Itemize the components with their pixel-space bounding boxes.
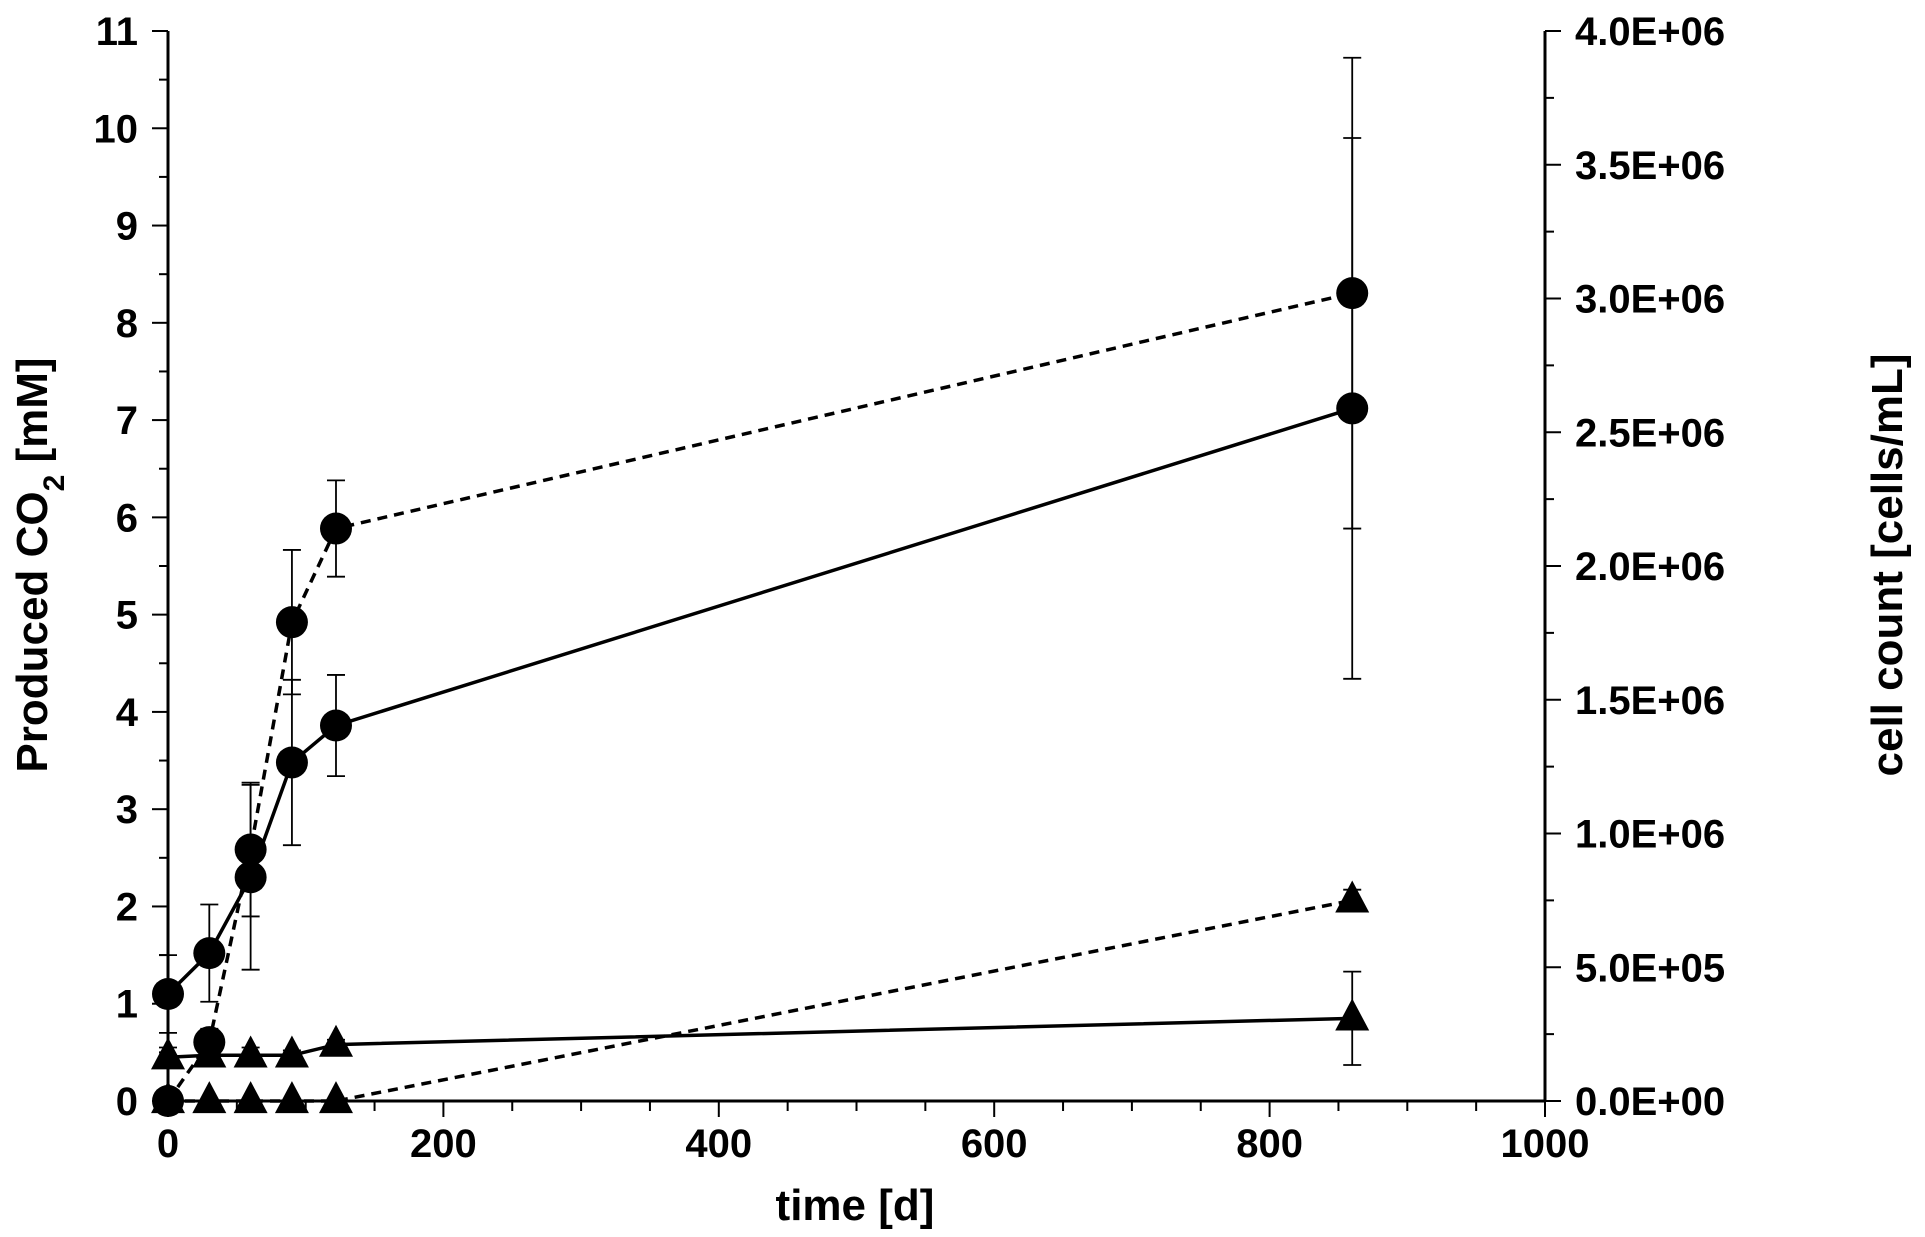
y-left-tick-label: 5 xyxy=(116,594,138,638)
data-point-triangle xyxy=(151,1081,185,1114)
x-tick-label: 800 xyxy=(1236,1122,1303,1166)
y-left-tick-label: 10 xyxy=(94,107,139,151)
y-axis-left-title-main: Produced CO xyxy=(8,491,57,772)
data-point-triangle xyxy=(1335,880,1370,913)
y-left-tick-label: 6 xyxy=(116,496,138,540)
data-point-triangle xyxy=(318,1081,353,1114)
data-point-circle xyxy=(152,978,184,1010)
series-0 xyxy=(152,137,1369,1034)
y-right-tick-label: 1.5E+06 xyxy=(1575,679,1725,723)
data-point-triangle xyxy=(151,1037,185,1070)
y-right-tick-label: 2.0E+06 xyxy=(1575,545,1725,589)
y-left-tick-label: 3 xyxy=(116,788,138,832)
y-axis-left-title-sub: 2 xyxy=(38,475,71,492)
y-axis-left-title: Produced CO2 [mM] xyxy=(8,357,71,772)
data-point-triangle xyxy=(274,1081,309,1114)
x-axis-title: time [d] xyxy=(776,1181,935,1230)
data-point-circle xyxy=(275,746,308,779)
data-point-triangle xyxy=(233,1035,268,1068)
y-left-tick-label: 0 xyxy=(116,1080,138,1124)
data-point-circle xyxy=(234,833,267,866)
y-left-tick-label: 1 xyxy=(116,983,138,1027)
data-point-triangle xyxy=(192,1035,227,1068)
series-line xyxy=(166,406,1353,996)
y-left-tick-label: 2 xyxy=(116,885,138,929)
series-2 xyxy=(151,970,1370,1070)
y-right-tick-label: 3.0E+06 xyxy=(1575,278,1725,322)
series-line xyxy=(168,898,1353,1103)
y-left-tick-label: 9 xyxy=(116,205,138,249)
data-point-circle xyxy=(1336,277,1369,310)
data-point-circle xyxy=(319,512,352,545)
series-layer xyxy=(151,56,1370,1117)
y-left-tick-label: 7 xyxy=(116,399,138,443)
series-3 xyxy=(151,880,1370,1114)
data-point-triangle xyxy=(274,1035,309,1068)
x-tick-label: 0 xyxy=(157,1122,179,1166)
y-axis-right-title: cell count [cells/mL] xyxy=(1863,354,1912,777)
y-left-tick-label: 11 xyxy=(96,10,138,54)
y-right-tick-label: 1.0E+06 xyxy=(1575,813,1725,857)
y-right-tick-label: 4.0E+06 xyxy=(1575,10,1725,54)
x-tick-label: 400 xyxy=(685,1122,752,1166)
y-right-tick-label: 5.0E+05 xyxy=(1575,946,1725,990)
x-tick-label: 1000 xyxy=(1501,1122,1590,1166)
data-point-triangle xyxy=(1335,998,1370,1031)
y-right-tick-label: 2.5E+06 xyxy=(1575,411,1725,455)
series-1 xyxy=(152,56,1369,1117)
series-line xyxy=(166,291,1353,1103)
axes: 0 200 400 600 800 1000 0 1 2 3 4 5 6 7 8 9 10 11 0.0E+00 5.… xyxy=(94,10,1726,1166)
x-tick-label: 200 xyxy=(410,1122,477,1166)
data-point-circle xyxy=(275,606,308,639)
data-point-triangle xyxy=(192,1081,227,1114)
x-tick-label: 600 xyxy=(961,1122,1028,1166)
y-right-tick-label: 0.0E+00 xyxy=(1575,1080,1725,1124)
data-point-circle xyxy=(193,937,226,970)
data-point-triangle xyxy=(233,1081,268,1114)
data-point-triangle xyxy=(318,1024,353,1057)
data-point-circle xyxy=(319,709,352,742)
y-left-tick-label: 8 xyxy=(116,302,138,346)
y-left-tick-label: 4 xyxy=(116,691,139,735)
y-axis-left-title-unit: [mM] xyxy=(8,357,57,474)
y-right-tick-label: 3.5E+06 xyxy=(1575,144,1725,188)
